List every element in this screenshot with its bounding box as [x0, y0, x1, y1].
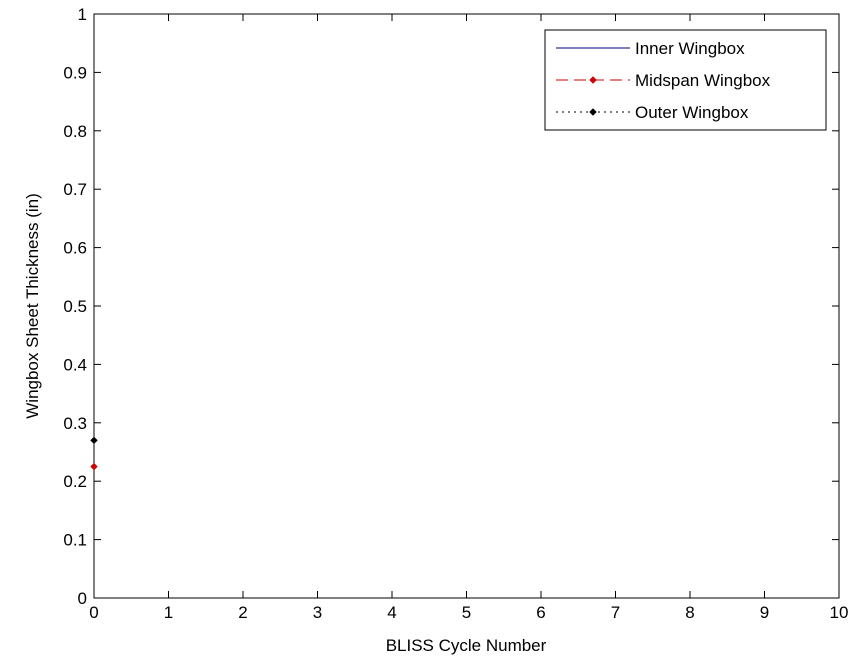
- x-tick-label: 9: [760, 603, 769, 622]
- y-tick-label: 0.4: [63, 355, 87, 374]
- y-tick-label: 0.3: [63, 414, 87, 433]
- x-tick-label: 6: [536, 603, 545, 622]
- legend-label: Inner Wingbox: [635, 39, 745, 58]
- y-tick-label: 0.1: [63, 531, 87, 550]
- x-tick-label: 1: [164, 603, 173, 622]
- y-axis-label: Wingbox Sheet Thickness (in): [23, 193, 42, 419]
- y-tick-label: 0.7: [63, 180, 87, 199]
- y-tick-label: 0.9: [63, 63, 87, 82]
- legend-label: Midspan Wingbox: [635, 71, 771, 90]
- y-tick-label: 0: [78, 589, 87, 608]
- legend: Inner Wingbox Midspan Wingbox Outer Wingbo…: [544, 29, 827, 131]
- y-tick-label: 0.5: [63, 297, 87, 316]
- series-layer: [90, 436, 98, 471]
- x-axis-label: BLISS Cycle Number: [386, 636, 547, 655]
- y-tick-label: 1: [78, 5, 87, 24]
- x-tick-label: 8: [685, 603, 694, 622]
- y-tick-label: 0.8: [63, 122, 87, 141]
- data-point-series-1: [90, 462, 98, 471]
- data-point-series-2: [90, 436, 98, 445]
- x-tick-label: 10: [830, 603, 849, 622]
- legend-marker-2: [589, 108, 597, 116]
- x-tick-label: 2: [238, 603, 247, 622]
- x-tick-label: 4: [387, 603, 396, 622]
- x-tick-label: 3: [313, 603, 322, 622]
- y-axis-ticks: 0 0.1 0.2 0.3 0.4 0.5 0.6 0.7 0.8 0.9 1: [63, 5, 839, 608]
- x-axis-ticks: 0 1 2 3 4 5 6 7 8 9 10: [89, 14, 848, 622]
- y-tick-label: 0.2: [63, 472, 87, 491]
- legend-label: Outer Wingbox: [635, 103, 749, 122]
- legend-marker-1: [589, 76, 597, 84]
- x-tick-label: 5: [462, 603, 471, 622]
- y-tick-label: 0.6: [63, 239, 87, 258]
- x-tick-label: 7: [611, 603, 620, 622]
- x-tick-label: 0: [89, 603, 98, 622]
